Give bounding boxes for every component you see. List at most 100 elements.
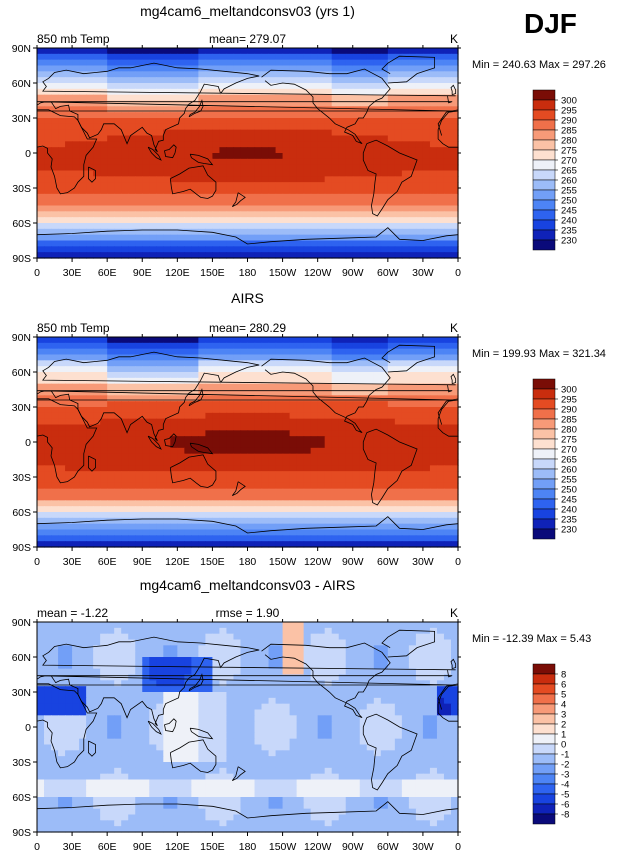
field-cell: [51, 112, 59, 119]
field-cell: [254, 246, 263, 253]
field-cell: [303, 147, 312, 154]
field-cell: [387, 141, 396, 148]
field-cell: [387, 348, 396, 356]
field-cell: [191, 135, 199, 142]
field-cell: [254, 622, 263, 629]
field-cell: [86, 523, 94, 531]
field-cell: [387, 500, 396, 507]
field-cell: [107, 523, 115, 531]
field-cell: [275, 424, 284, 431]
field-cell: [163, 188, 171, 195]
field-cell: [142, 199, 150, 207]
field-cell: [296, 645, 305, 652]
field-cell: [247, 217, 256, 224]
field-cell: [114, 494, 122, 501]
field-cell: [100, 372, 108, 379]
field-cell: [93, 436, 101, 443]
field-cell: [58, 366, 66, 373]
field-cell: [107, 106, 115, 113]
field-cell: [415, 106, 424, 113]
field-cell: [394, 529, 403, 536]
field-cell: [282, 494, 291, 501]
field-cell: [429, 94, 438, 102]
field-cell: [191, 366, 199, 373]
field-cell: [282, 342, 291, 350]
field-cell: [436, 407, 445, 414]
field-cell: [317, 517, 326, 525]
field-cell: [373, 83, 382, 90]
field-cell: [268, 170, 277, 177]
field-cell: [170, 627, 178, 635]
field-cell: [373, 627, 382, 635]
field-cell: [303, 77, 312, 84]
field-cell: [450, 199, 459, 207]
field-cell: [135, 135, 143, 142]
field-cell: [422, 651, 431, 658]
field-cell: [156, 383, 164, 391]
field-cell: [142, 164, 150, 172]
field-cell: [359, 465, 368, 472]
field-cell: [37, 494, 45, 501]
field-cell: [296, 135, 305, 142]
field-cell: [149, 512, 157, 519]
field-cell: [345, 153, 354, 160]
field-cell: [51, 512, 59, 519]
field-cell: [289, 453, 298, 461]
field-cell: [254, 471, 263, 478]
field-cell: [303, 182, 312, 189]
field-cell: [373, 53, 382, 61]
field-cell: [359, 389, 368, 396]
field-cell: [135, 94, 143, 102]
field-cell: [331, 372, 340, 379]
field-cell: [443, 65, 452, 72]
colorbar-label: 290: [561, 116, 577, 127]
coastline-greenland: [381, 344, 436, 373]
field-cell: [282, 59, 291, 67]
field-cell: [275, 188, 284, 195]
field-cell: [289, 500, 298, 507]
field-cell: [86, 59, 94, 67]
field-cell: [429, 135, 438, 142]
coastline-madagascar: [88, 166, 96, 183]
field-cell: [135, 234, 143, 242]
field-cell: [107, 354, 115, 361]
field-cell: [205, 112, 214, 119]
field-cell: [93, 141, 101, 148]
field-cell: [387, 164, 396, 172]
field-cell: [450, 205, 459, 212]
field-cell: [44, 94, 52, 102]
field-cell: [394, 412, 403, 420]
field-cell: [317, 535, 326, 542]
field-cell: [324, 471, 333, 478]
field-cell: [163, 234, 171, 242]
field-cell: [37, 459, 45, 466]
field-cell: [240, 94, 249, 102]
field-cell: [128, 465, 136, 472]
field-cell: [121, 170, 129, 177]
field-cell: [121, 633, 129, 641]
field-cell: [205, 94, 214, 102]
field-cell: [156, 389, 164, 396]
field-cell: [233, 529, 242, 536]
field-cell: [198, 535, 206, 542]
field-cell: [226, 418, 235, 426]
field-cell: [240, 517, 249, 525]
field-cell: [338, 506, 347, 513]
field-cell: [79, 123, 87, 131]
field-cell: [86, 418, 94, 426]
field-cell: [198, 53, 206, 61]
field-cell: [247, 488, 256, 496]
field-cell: [289, 170, 298, 177]
field-cell: [156, 512, 164, 519]
field-cell: [317, 170, 326, 177]
field-cell: [184, 622, 192, 629]
field-cell: [72, 500, 80, 507]
field-cell: [219, 657, 228, 664]
field-cell: [331, 252, 340, 259]
field-cell: [261, 395, 270, 402]
field-cell: [359, 48, 368, 55]
colorbar-label: 260: [561, 176, 577, 187]
field-cell: [212, 100, 221, 107]
field-cell: [177, 622, 185, 629]
field-cell: [100, 141, 108, 148]
